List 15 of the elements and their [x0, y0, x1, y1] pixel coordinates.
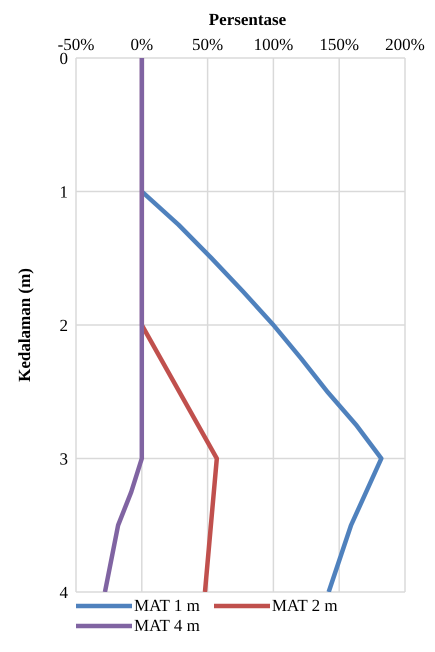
x-tick-label: 200% [385, 35, 425, 54]
x-tick-label: 0% [130, 35, 154, 54]
x-tick-label: 150% [319, 35, 360, 54]
y-tick-label: 3 [60, 450, 68, 469]
legend-label: MAT 2 m [272, 596, 338, 616]
x-tick-label: 100% [254, 35, 294, 54]
y-axis-title: Kedalaman (m) [15, 268, 34, 382]
y-tick-label: 2 [60, 316, 68, 336]
line-series [102, 58, 144, 592]
y-tick-label: 1 [60, 182, 68, 202]
legend-label: MAT 4 m [134, 616, 200, 636]
legend-label: MAT 1 m [134, 596, 200, 616]
x-tick-label: 50% [192, 35, 224, 54]
y-tick-label: 4 [60, 583, 68, 602]
x-axis-title: Persentase [208, 9, 288, 31]
